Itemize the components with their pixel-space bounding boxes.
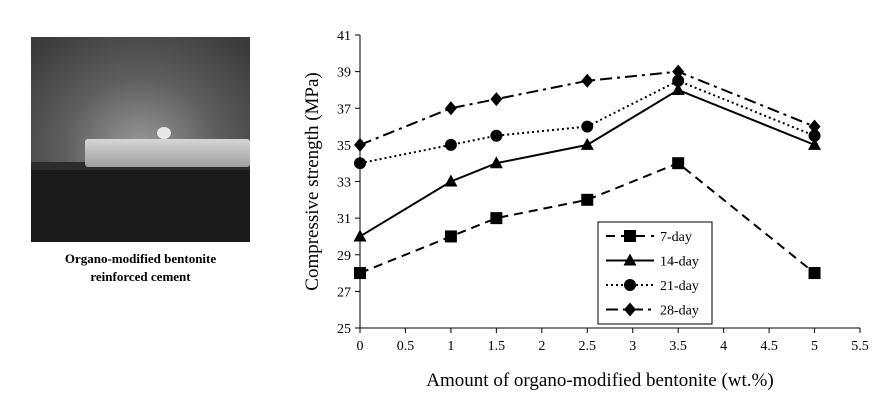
- data-point-28-day: [444, 101, 457, 116]
- data-point-14-day: [808, 137, 822, 150]
- data-point-14-day: [353, 229, 367, 242]
- y-tick-label: 41: [337, 29, 351, 44]
- x-tick-label: 3: [629, 339, 636, 354]
- data-point-28-day: [354, 137, 366, 152]
- bentonite-sample-photo: [31, 37, 250, 242]
- data-point-21-day: [354, 157, 366, 170]
- series-line-14-day: [359, 88, 815, 238]
- y-tick-label: 29: [337, 249, 351, 264]
- x-tick-label: 1.5: [488, 339, 506, 354]
- legend-marker-14-day: [623, 253, 637, 266]
- y-tick-labels: 25 27 29 31 33 35 37 39 41: [337, 29, 351, 337]
- x-tick-label: 4.5: [760, 339, 778, 354]
- series-line-7-day: [359, 162, 816, 274]
- data-point-28-day: [490, 92, 503, 107]
- caption-line-1: Organo-modified bentonite: [64, 251, 217, 266]
- x-tick-label: 5.5: [851, 339, 869, 354]
- series-line-28-day: [359, 70, 815, 146]
- x-tick-label: 2.5: [579, 339, 597, 354]
- y-tick-label: 39: [337, 66, 351, 81]
- data-point-7-day: [672, 157, 685, 170]
- x-tick-label: 2: [538, 339, 545, 354]
- data-point-21-day: [490, 129, 503, 142]
- x-axis-label: Amount of organo-modified bentonite (wt.…: [426, 370, 773, 391]
- data-point-7-day: [808, 267, 821, 280]
- legend-label-28-day: 28-day: [660, 304, 699, 319]
- x-tick-labels: 0 0.5 1 1.5 2 2.5 3 3.5 4 4.5 5 5.5: [357, 339, 869, 354]
- y-axis-label: Compressive strength (MPa): [302, 72, 323, 290]
- legend-marker-21-day: [624, 279, 636, 291]
- legend-box: [597, 221, 713, 325]
- data-point-7-day: [354, 267, 366, 280]
- data-point-14-day: [444, 174, 458, 187]
- x-tick-label: 0.5: [397, 339, 415, 354]
- data-point-7-day: [490, 212, 503, 225]
- data-point-14-day: [671, 82, 685, 95]
- legend-marker-28-day: [624, 302, 636, 317]
- data-point-7-day: [444, 230, 457, 243]
- data-point-28-day: [672, 64, 685, 79]
- x-tick-label: 0: [357, 339, 364, 354]
- legend-label-21-day: 21-day: [660, 279, 699, 294]
- y-tick-label: 33: [337, 176, 351, 191]
- series-lines: [359, 70, 816, 274]
- data-point-14-day: [580, 137, 594, 150]
- cement-disc: [85, 139, 250, 167]
- caption-line-2: reinforced cement: [90, 269, 191, 284]
- data-point-28-day: [808, 119, 821, 134]
- data-point-21-day: [672, 74, 685, 87]
- y-tick-label: 27: [337, 285, 351, 300]
- data-point-28-day: [581, 73, 594, 88]
- y-tick-label: 35: [337, 139, 351, 154]
- data-point-21-day: [581, 120, 594, 133]
- x-tick-label: 5: [811, 339, 818, 354]
- x-tick-label: 3.5: [669, 339, 687, 354]
- legend-label-14-day: 14-day: [660, 255, 699, 270]
- data-point-21-day: [808, 129, 821, 142]
- legend-marker-7-day: [624, 230, 636, 242]
- series-markers: [353, 64, 822, 280]
- chart-legend: 7-day 14-day 21-day 28-day: [597, 221, 713, 325]
- legend-label-7-day: 7-day: [660, 230, 692, 245]
- x-tick-label: 1: [447, 339, 454, 354]
- data-point-7-day: [581, 193, 594, 206]
- compressive-strength-chart: 25 27 29 31 33 35 37 39 41 0 0.5 1 1.5 2 2.5 3 3.5 4 4.5 5…: [302, 29, 869, 391]
- series-line-21-day: [359, 79, 815, 165]
- data-point-14-day: [489, 156, 503, 169]
- x-tick-label: 4: [720, 339, 727, 354]
- y-tick-label: 31: [337, 212, 351, 227]
- y-tick-label: 25: [337, 322, 351, 337]
- water-droplet: [157, 127, 171, 139]
- y-tick-label: 37: [337, 102, 351, 117]
- photo-caption: Organo-modified bentonite reinforced cem…: [31, 250, 250, 286]
- data-point-21-day: [444, 138, 457, 151]
